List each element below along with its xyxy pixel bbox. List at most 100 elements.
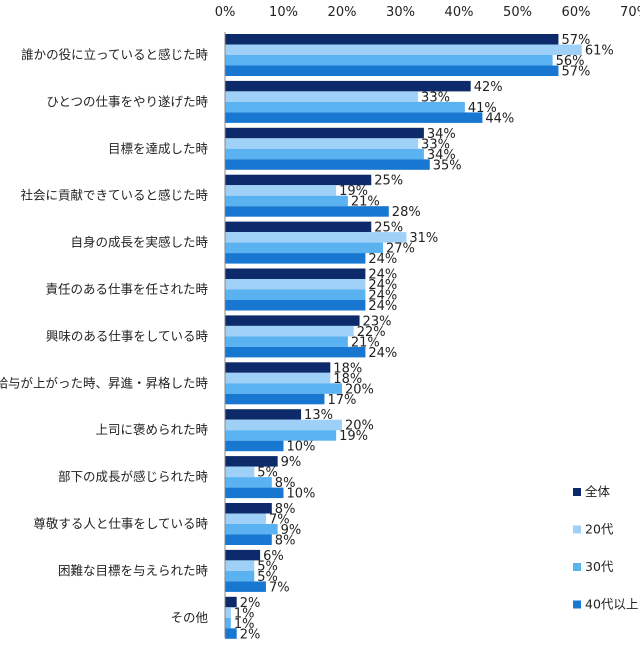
data-label: 24% [368,346,397,361]
legend-label: 20代 [585,522,614,537]
legend-swatch [573,563,581,571]
x-tick-label: 30% [386,5,415,20]
bars [225,34,582,639]
data-label: 34% [427,148,456,163]
x-tick-label: 20% [328,5,357,20]
data-label: 31% [409,231,438,246]
bar [225,174,372,186]
bar [225,560,255,571]
data-label: 13% [304,408,333,423]
data-label: 57% [561,65,590,80]
bar [225,607,231,618]
data-label: 19% [339,429,368,444]
data-label: 24% [368,268,397,283]
data-label: 8% [275,502,296,517]
bar [225,596,237,608]
bar [225,44,582,55]
data-label: 27% [386,242,415,257]
data-label: 25% [374,174,403,189]
data-label: 25% [374,221,403,236]
data-label: 1% [234,606,255,621]
x-tick-label: 10% [269,5,298,20]
x-axis-ticks: 0% 10% 20% 30% 40% 50% 60% 70% [215,5,640,20]
data-label: 2% [240,627,261,642]
category-labels: 誰かの役に立っていると感じた時ひとつの仕事をやり遂げた時目標を達成した時社会に貢… [0,47,208,625]
legend-label: 40代以上 [585,597,638,612]
legend-swatch [573,525,581,534]
data-label: 10% [287,487,316,502]
data-label: 24% [368,299,397,314]
data-label: 35% [433,158,462,173]
category-label: 尊敬する人と仕事をしている時 [33,516,208,531]
data-label: 5% [257,570,278,585]
bar [225,206,389,217]
data-labels: 57%61%56%57%42%33%41%44%34%33%34%35%25%1… [234,33,614,642]
bar [225,80,471,92]
bar [225,268,366,279]
data-label: 57% [561,33,590,48]
data-label: 22% [357,325,386,340]
bar [225,383,342,394]
bar [225,325,354,337]
data-label: 23% [363,314,392,329]
data-label: 8% [275,534,296,549]
bar [225,362,331,373]
data-label: 21% [351,335,380,350]
x-tick-label: 60% [562,5,591,20]
data-label: 9% [281,455,302,470]
legend-label: 30代 [585,559,614,574]
data-label: 17% [327,393,356,408]
category-label: 目標を達成した時 [108,141,209,156]
data-label: 33% [421,137,450,152]
bar [225,112,483,123]
category-label: 興味のある仕事をしている時 [46,328,209,343]
legend-swatch [573,488,581,496]
data-label: 61% [585,44,614,59]
data-label: 18% [333,372,362,387]
data-label: 10% [287,440,316,455]
bar [225,315,360,326]
bar [225,159,430,170]
category-label: 自身の成長を実感した時 [70,235,208,250]
bar [225,91,419,102]
bar [225,466,255,478]
data-label: 9% [281,523,302,538]
bar [225,549,261,561]
x-tick-label: 40% [445,5,474,20]
bar [225,138,419,149]
bar [225,232,407,243]
data-label: 8% [275,476,296,491]
bar [225,393,325,405]
bar [225,195,348,207]
bar [225,456,278,467]
bar [225,570,255,582]
category-label: 上司に褒められた時 [95,422,208,437]
bar [225,289,366,300]
bar [225,430,337,441]
data-label: 6% [263,549,284,564]
data-label: 1% [234,617,255,632]
data-label: 41% [468,101,497,116]
x-tick-label: 50% [503,5,532,20]
category-label: 責任のある仕事を任された時 [45,282,208,297]
bar [225,419,342,431]
data-label: 24% [368,252,397,267]
x-tick-label: 70% [620,5,640,20]
data-label: 20% [345,419,374,434]
bar [225,617,231,629]
bar [225,279,366,290]
data-label: 21% [351,195,380,210]
data-label: 28% [392,205,421,220]
data-label: 5% [257,466,278,481]
bar [225,409,302,420]
legend-swatch [573,600,581,609]
bar [225,336,348,347]
bar [225,534,272,545]
data-label: 19% [339,184,368,199]
x-tick-label: 0% [215,5,236,20]
category-label: ひとつの仕事をやり遂げた時 [46,94,208,109]
bar [225,581,266,592]
data-label: 24% [368,289,397,304]
bar [225,242,383,254]
